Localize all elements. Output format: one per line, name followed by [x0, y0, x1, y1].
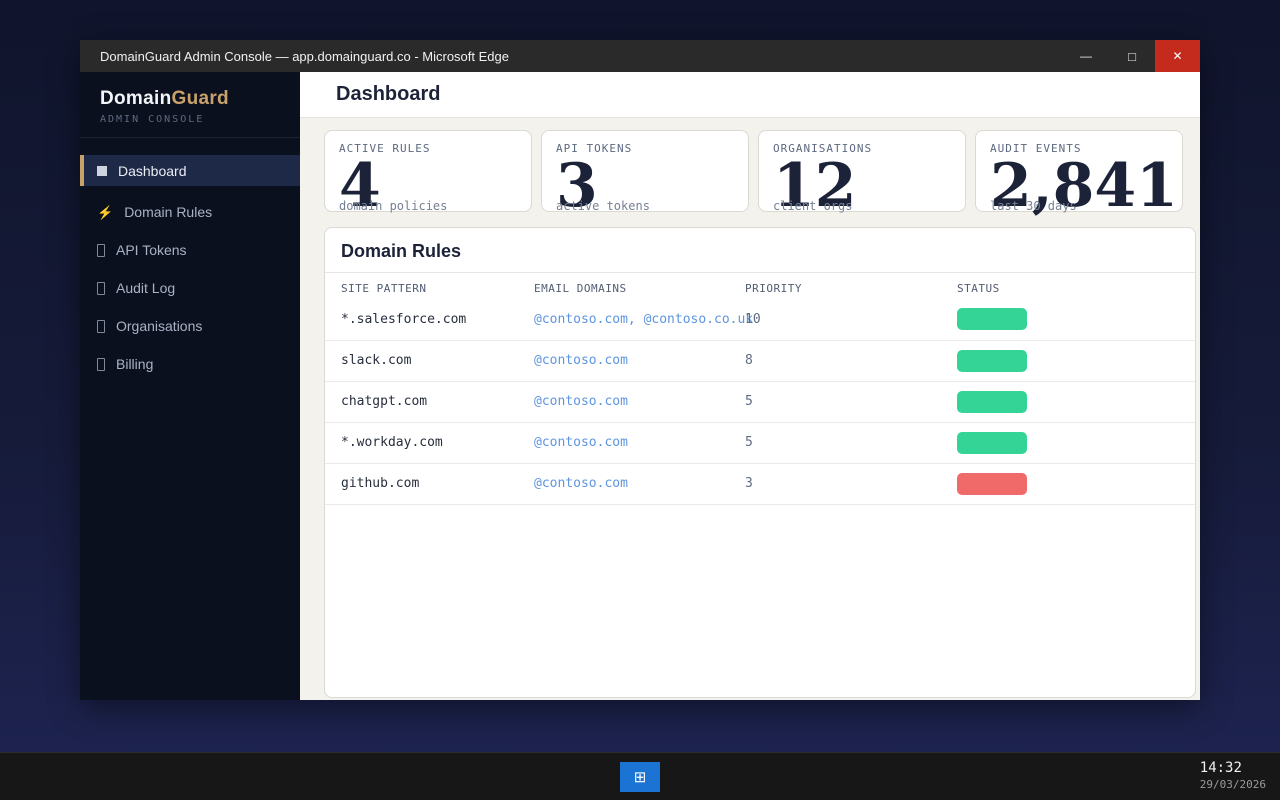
edge-window: DomainGuard Admin Console — app.domaingu… — [80, 40, 1200, 700]
cell-site-pattern: github.com — [325, 463, 534, 505]
maximize-icon: □ — [1128, 48, 1136, 64]
sidebar-item-billing[interactable]: Billing — [80, 345, 300, 383]
column-status: STATUS — [957, 282, 1000, 295]
sidebar-nav: Dashboard ⚡ Domain Rules API Tokens Audi… — [80, 155, 300, 383]
brand-subtitle: ADMIN CONSOLE — [100, 114, 205, 125]
clock-time: 14:32 — [1199, 760, 1242, 776]
sidebar-item-audit-log[interactable]: Audit Log — [80, 269, 300, 307]
status-pill — [957, 308, 1027, 331]
status-pill — [957, 349, 1027, 372]
content: ACTIVE RULES 4 domain policies API TOKEN… — [300, 118, 1200, 700]
lightning-icon: ⚡ — [97, 204, 114, 220]
stat-card: ACTIVE RULES 4 domain policies — [324, 130, 532, 216]
missing-glyph-icon — [97, 281, 105, 295]
cell-email-domains: @contoso.com — [534, 422, 745, 464]
cell-email-domains: @contoso.com — [534, 381, 745, 423]
sidebar-item-label: Audit Log — [116, 280, 176, 296]
stat-cards: ACTIVE RULES 4 domain policies API TOKEN… — [324, 130, 1196, 216]
cell-priority: 8 — [745, 340, 957, 382]
domain-rules-panel: Domain Rules SITE PATTERN EMAIL DOMAINS … — [324, 227, 1196, 698]
missing-glyph-icon — [97, 357, 105, 371]
cell-priority: 3 — [745, 463, 957, 505]
brand: DomainGuard ADMIN CONSOLE — [80, 72, 300, 138]
table-row[interactable]: chatgpt.com @contoso.com 5 — [325, 381, 1195, 423]
sidebar-item-dashboard[interactable]: Dashboard — [80, 155, 300, 186]
cell-priority: 5 — [745, 381, 957, 423]
cell-email-domains: @contoso.com — [534, 340, 745, 382]
brand-primary: Domain — [100, 88, 172, 109]
cell-email-domains: @contoso.com, @contoso.co.uk — [534, 299, 753, 341]
minimize-button[interactable]: — — [1063, 40, 1109, 72]
sidebar-item-domain-rules[interactable]: ⚡ Domain Rules — [80, 193, 300, 231]
panel-title: Domain Rules — [325, 228, 1195, 273]
status-pill — [957, 472, 1027, 495]
missing-glyph-icon — [97, 243, 105, 257]
square-icon — [97, 165, 107, 176]
maximize-button[interactable]: □ — [1109, 40, 1155, 72]
taskbar-clock[interactable]: 14:32 29/03/2026 — [1200, 760, 1266, 791]
stat-label: AUDIT EVENTS — [990, 142, 1082, 155]
sidebar-item-label: API Tokens — [116, 242, 187, 258]
sidebar-item-label: Dashboard — [118, 162, 187, 179]
table-row[interactable]: slack.com @contoso.com 8 — [325, 340, 1195, 382]
stat-card: ORGANISATIONS 12 client orgs — [758, 130, 966, 216]
status-pill — [957, 390, 1027, 413]
sidebar: DomainGuard ADMIN CONSOLE Dashboard ⚡ Do… — [80, 72, 300, 700]
close-button[interactable]: ✕ — [1155, 40, 1200, 72]
sidebar-item-label: Billing — [116, 356, 154, 372]
cell-priority: 5 — [745, 422, 957, 464]
sidebar-item-label: Organisations — [116, 318, 203, 334]
column-email-domains: EMAIL DOMAINS — [534, 282, 627, 295]
missing-glyph-icon — [97, 319, 105, 333]
table-header-row: SITE PATTERN EMAIL DOMAINS PRIORITY STAT… — [325, 273, 1195, 299]
stat-value: 12 — [773, 151, 857, 221]
sidebar-item-organisations[interactable]: Organisations — [80, 307, 300, 345]
stat-caption: domain policies — [339, 199, 448, 213]
cell-priority: 10 — [745, 299, 957, 341]
window-grid-icon: ⊞ — [633, 769, 647, 786]
stat-card: API TOKENS 3 active tokens — [541, 130, 749, 216]
stat-value: 4 — [339, 151, 381, 221]
stat-label: API TOKENS — [556, 142, 633, 155]
brand-secondary: Guard — [171, 88, 229, 109]
stat-label: ACTIVE RULES — [339, 142, 431, 155]
clock-date: 29/03/2026 — [1199, 777, 1266, 791]
stat-value: 3 — [556, 151, 598, 221]
main-area: Dashboard ACTIVE RULES 4 domain policies… — [300, 72, 1200, 700]
sidebar-item-label: Domain Rules — [124, 204, 213, 220]
cell-site-pattern: chatgpt.com — [325, 381, 534, 423]
brand-wordmark: DomainGuard — [100, 88, 280, 110]
page-title: Dashboard — [336, 83, 441, 105]
cell-email-domains: @contoso.com — [534, 463, 745, 505]
domain-rules-table: SITE PATTERN EMAIL DOMAINS PRIORITY STAT… — [325, 273, 1195, 505]
sidebar-item-api-tokens[interactable]: API Tokens — [80, 231, 300, 269]
minimize-icon: — — [1080, 49, 1092, 63]
stat-caption: client orgs — [773, 199, 853, 213]
column-site-pattern: SITE PATTERN — [341, 282, 427, 295]
cell-site-pattern: *.workday.com — [325, 422, 534, 464]
taskbar: ⊞ 14:32 29/03/2026 — [0, 752, 1280, 800]
window-body: DomainGuard ADMIN CONSOLE Dashboard ⚡ Do… — [80, 72, 1200, 700]
title-bar: DomainGuard Admin Console — app.domaingu… — [80, 40, 1200, 72]
status-pill — [957, 431, 1027, 454]
table-row[interactable]: *.salesforce.com @contoso.com, @contoso.… — [325, 299, 1195, 341]
page-header: Dashboard — [300, 72, 1200, 118]
stat-value: 2,841 — [990, 151, 1178, 221]
stat-card: AUDIT EVENTS 2,841 last 30 days — [975, 130, 1183, 216]
table-row[interactable]: *.workday.com @contoso.com 5 — [325, 422, 1195, 464]
cell-site-pattern: slack.com — [325, 340, 534, 382]
cell-site-pattern: *.salesforce.com — [325, 299, 534, 341]
column-priority: PRIORITY — [745, 282, 802, 295]
window-title: DomainGuard Admin Console — app.domaingu… — [100, 48, 509, 64]
close-icon: ✕ — [1172, 49, 1183, 63]
table-row[interactable]: github.com @contoso.com 3 — [325, 463, 1195, 505]
stat-label: ORGANISATIONS — [773, 142, 873, 155]
edge-taskbar-button[interactable]: ⊞ — [620, 762, 660, 792]
stat-caption: last 30 days — [990, 199, 1077, 213]
stat-caption: active tokens — [556, 199, 650, 213]
